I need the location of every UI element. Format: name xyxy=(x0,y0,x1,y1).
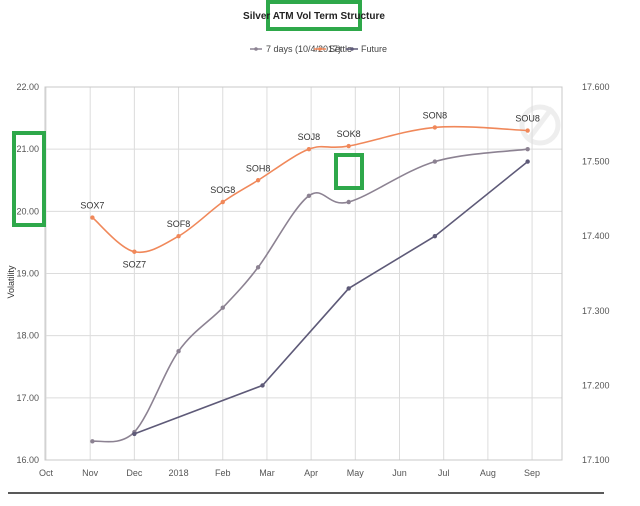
data-point-7-days-10-4-2017 xyxy=(525,146,530,152)
sok8-highlight-box xyxy=(334,153,364,190)
left-tick-label: 19.00 xyxy=(16,269,39,279)
series-lines xyxy=(90,125,530,444)
x-tick-label: Nov xyxy=(82,468,99,478)
point-label-soj8: SOJ8 xyxy=(298,132,321,142)
point-label-sox7: SOX7 xyxy=(80,201,104,211)
legend-marker-7days xyxy=(254,47,258,51)
plot-frame xyxy=(44,86,563,461)
x-tick-label: Oct xyxy=(39,468,54,478)
series-line-7-days-10-4-2017 xyxy=(92,148,528,443)
legend-label-7days: 7 days (10/4/2017) xyxy=(266,44,341,54)
data-point-future xyxy=(132,431,137,437)
data-point-settle xyxy=(306,146,312,152)
left-tick-label: 21.00 xyxy=(16,144,39,154)
y-axis-label: Volatility xyxy=(6,265,16,299)
data-point-7-days-10-4-2017 xyxy=(255,265,261,270)
point-label-sou8: SOU8 xyxy=(515,114,540,124)
point-label-son8: SON8 xyxy=(423,110,448,120)
legend-marker-future xyxy=(350,47,354,51)
right-y-axis: 17.100 17.200 17.300 17.400 17.500 17.600 xyxy=(582,82,610,465)
data-point-settle xyxy=(220,199,225,205)
data-point-settle xyxy=(176,234,181,239)
data-point-7-days-10-4-2017 xyxy=(176,349,181,354)
x-tick-label: Sep xyxy=(524,468,540,478)
data-point-future xyxy=(260,383,265,388)
left-axis-highlight-box xyxy=(12,131,46,227)
left-tick-label: 22.00 xyxy=(16,82,39,92)
point-label-soh8: SOH8 xyxy=(246,163,271,173)
legend: 7 days (10/4/2017) Settle Future xyxy=(250,44,387,54)
data-point-settle xyxy=(432,125,438,130)
data-point-7-days-10-4-2017 xyxy=(432,159,438,164)
left-tick-label: 17.00 xyxy=(16,393,39,403)
data-point-settle xyxy=(525,128,530,133)
x-tick-label: Mar xyxy=(259,468,275,478)
gridlines xyxy=(44,86,563,461)
title-highlight-box xyxy=(266,0,362,31)
legend-marker-settle xyxy=(318,47,322,51)
x-tick-label: May xyxy=(347,468,365,478)
right-tick-label: 17.300 xyxy=(582,306,610,316)
data-point-7-days-10-4-2017 xyxy=(346,199,351,205)
point-label-sok8: SOK8 xyxy=(337,129,361,139)
right-tick-label: 17.200 xyxy=(582,380,610,390)
x-tick-label: Jun xyxy=(392,468,407,478)
legend-label-settle: Settle xyxy=(329,44,352,54)
legend-label-future: Future xyxy=(361,44,387,54)
series-line-settle xyxy=(91,125,528,254)
point-labels: SOX7 SOZ7 SOF8 SOG8 SOH8 SOJ8 SOK8 SON8 SOU8 xyxy=(80,110,540,269)
data-point-7-days-10-4-2017 xyxy=(220,305,225,310)
x-axis: Oct Nov Dec 2018 Feb Mar Apr May Jun Jul Aug Sep xyxy=(39,468,540,478)
right-tick-label: 17.100 xyxy=(582,455,610,465)
x-tick-label: 2018 xyxy=(169,468,189,478)
point-label-soz7: SOZ7 xyxy=(123,260,147,270)
left-tick-label: 16.00 xyxy=(16,455,39,465)
data-point-settle xyxy=(132,249,137,254)
data-point-settle xyxy=(90,215,95,220)
left-tick-label: 20.00 xyxy=(16,206,39,216)
data-point-7-days-10-4-2017 xyxy=(306,193,312,198)
data-point-7-days-10-4-2017 xyxy=(90,439,95,444)
x-tick-label: Feb xyxy=(215,468,231,478)
data-point-future xyxy=(432,234,438,239)
x-tick-label: Dec xyxy=(126,468,143,478)
data-point-settle xyxy=(255,178,261,183)
x-tick-label: Aug xyxy=(480,468,496,478)
right-tick-label: 17.400 xyxy=(582,231,610,241)
x-tick-label: Apr xyxy=(304,468,318,478)
point-label-sog8: SOG8 xyxy=(210,185,235,195)
left-tick-label: 18.00 xyxy=(16,331,39,341)
chart-title: Silver ATM Vol Term Structure xyxy=(243,11,385,22)
point-label-sof8: SOF8 xyxy=(167,219,191,229)
x-tick-label: Jul xyxy=(438,468,450,478)
data-point-future xyxy=(525,159,530,164)
right-tick-label: 17.500 xyxy=(582,157,610,167)
data-point-settle xyxy=(346,143,351,149)
right-tick-label: 17.600 xyxy=(582,82,610,92)
left-y-axis: 16.00 17.00 18.00 19.00 20.00 21.00 22.00 xyxy=(16,82,39,465)
data-point-future xyxy=(346,286,351,291)
